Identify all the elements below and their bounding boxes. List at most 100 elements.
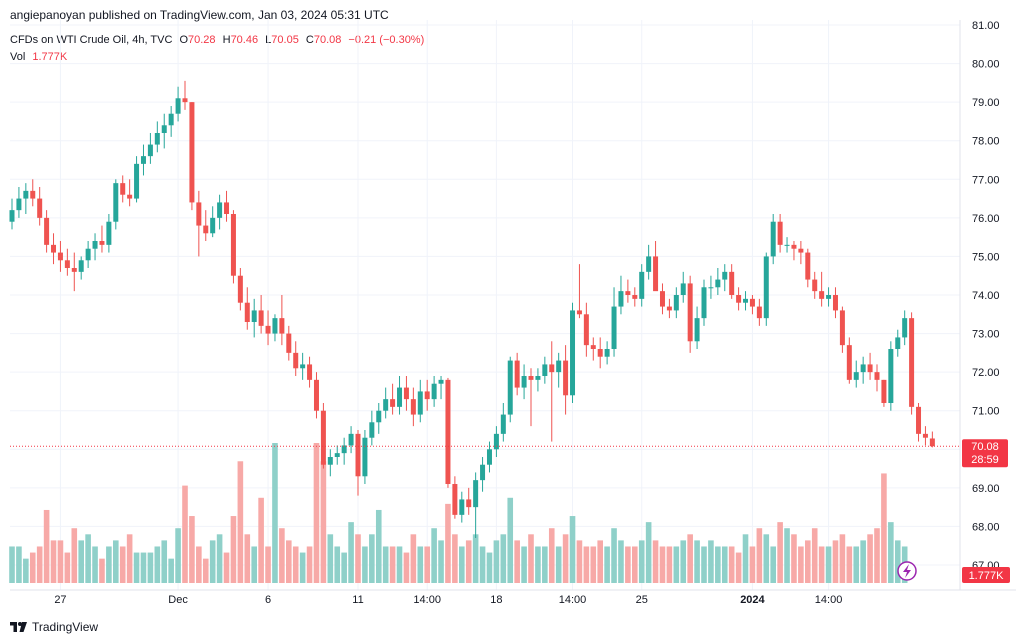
- candle-body: [493, 433, 499, 450]
- candle-body: [826, 295, 832, 299]
- candle-body: [265, 325, 271, 334]
- volume-bar: [680, 540, 687, 583]
- volume-bar: [590, 546, 597, 583]
- volume-bar: [410, 534, 417, 583]
- volume-bar: [562, 534, 569, 583]
- volume-label[interactable]: Vol: [10, 51, 26, 63]
- volume-bar: [528, 534, 534, 583]
- candle-body: [445, 379, 451, 484]
- candle-body: [85, 248, 91, 261]
- change-value: −0.21 (−0.30%): [348, 34, 425, 46]
- candle-body: [37, 198, 43, 218]
- candle-body: [805, 252, 811, 280]
- candle-body: [673, 295, 679, 311]
- volume-bar: [306, 546, 313, 583]
- candle-body: [708, 287, 714, 289]
- candle-body: [846, 345, 852, 380]
- candle-body: [30, 190, 36, 199]
- volume-bar: [521, 546, 527, 583]
- volume-bar: [867, 534, 873, 583]
- candle-body: [383, 399, 389, 411]
- volume-bar: [507, 497, 514, 583]
- candle-body: [175, 98, 181, 114]
- candle-body: [71, 268, 77, 272]
- volume-bar: [196, 546, 202, 583]
- tradingview-logo-icon[interactable]: [10, 620, 28, 634]
- volume-bar: [265, 546, 271, 583]
- volume-bar: [362, 546, 368, 583]
- y-tick-label: 78.00: [972, 136, 1000, 148]
- price-axis[interactable]: 67.0068.0069.0070.0071.0072.0073.0074.00…: [972, 20, 1000, 572]
- candle-body: [258, 310, 264, 326]
- candle-body: [618, 291, 624, 307]
- candle-body: [16, 198, 22, 211]
- volume-bar: [299, 552, 306, 583]
- candle-body: [369, 422, 375, 438]
- candle-body: [860, 364, 866, 373]
- candle-body: [853, 372, 859, 380]
- volume-bar: [396, 546, 403, 583]
- candle-body: [272, 318, 278, 334]
- volume-bars: [9, 443, 908, 583]
- volume-bar: [888, 522, 894, 583]
- volume-bar: [465, 540, 472, 583]
- volume-bar: [50, 540, 57, 583]
- close-label: C: [305, 34, 314, 46]
- candle-body: [500, 414, 506, 434]
- volume-bar: [258, 497, 264, 583]
- legend-ohlc: CFDs on WTI Crude Oil, 4h, TVC O70.28 H7…: [10, 34, 424, 46]
- y-tick-label: 69.00: [972, 483, 1000, 495]
- x-tick-label: Dec: [168, 594, 188, 606]
- candle-body: [625, 291, 631, 295]
- candle-body: [203, 225, 209, 234]
- y-tick-label: 80.00: [972, 59, 1000, 71]
- volume-bar: [64, 552, 71, 583]
- volume-bar: [742, 534, 749, 583]
- volume-bar: [832, 540, 839, 583]
- volume-bar: [770, 546, 776, 583]
- volume-bar: [292, 546, 299, 583]
- candle-body: [909, 318, 915, 407]
- volume-bar: [839, 534, 846, 583]
- footer-brand[interactable]: TradingView: [32, 620, 99, 634]
- candle-body: [189, 102, 195, 203]
- volume-bar: [763, 534, 770, 583]
- candle-body: [646, 256, 652, 272]
- volume-bar: [286, 540, 292, 583]
- volume-bar: [119, 546, 126, 583]
- volume-bar: [805, 540, 811, 583]
- volume-bar: [16, 546, 22, 583]
- volume-bar: [375, 509, 382, 583]
- high-value: 70.46: [230, 34, 259, 46]
- candle-body: [9, 210, 15, 222]
- candle-body: [376, 410, 382, 423]
- candle-body: [217, 202, 223, 218]
- x-tick-label: 14:00: [413, 594, 441, 606]
- volume-bar: [735, 552, 742, 583]
- symbol-title[interactable]: CFDs on WTI Crude Oil, 4h, TVC: [10, 34, 173, 46]
- volume-bar: [341, 552, 347, 583]
- candle-body: [743, 298, 749, 303]
- volume-bar: [417, 546, 424, 583]
- x-tick-label: 18: [490, 594, 502, 606]
- close-value: 70.08: [313, 34, 342, 46]
- volume-bar: [604, 546, 610, 583]
- candle-body: [230, 214, 236, 276]
- volume-bar: [777, 522, 783, 583]
- candle-body: [659, 291, 665, 307]
- candle-body: [279, 318, 285, 334]
- candle-body: [459, 499, 465, 515]
- volume-bar: [431, 528, 437, 583]
- volume-bar: [43, 509, 50, 583]
- candle-body: [300, 364, 306, 369]
- lightning-icon[interactable]: [897, 561, 917, 581]
- volume-bar: [548, 528, 555, 583]
- volume-bar: [632, 546, 638, 583]
- candle-body: [390, 399, 396, 407]
- candle-body: [251, 310, 257, 322]
- volume-bar: [583, 546, 590, 583]
- volume-bar: [313, 443, 320, 583]
- time-axis[interactable]: 27 Dec 6 11 14:00 18 14:00 25 2024 14:00: [54, 594, 842, 606]
- candle-body: [424, 391, 430, 400]
